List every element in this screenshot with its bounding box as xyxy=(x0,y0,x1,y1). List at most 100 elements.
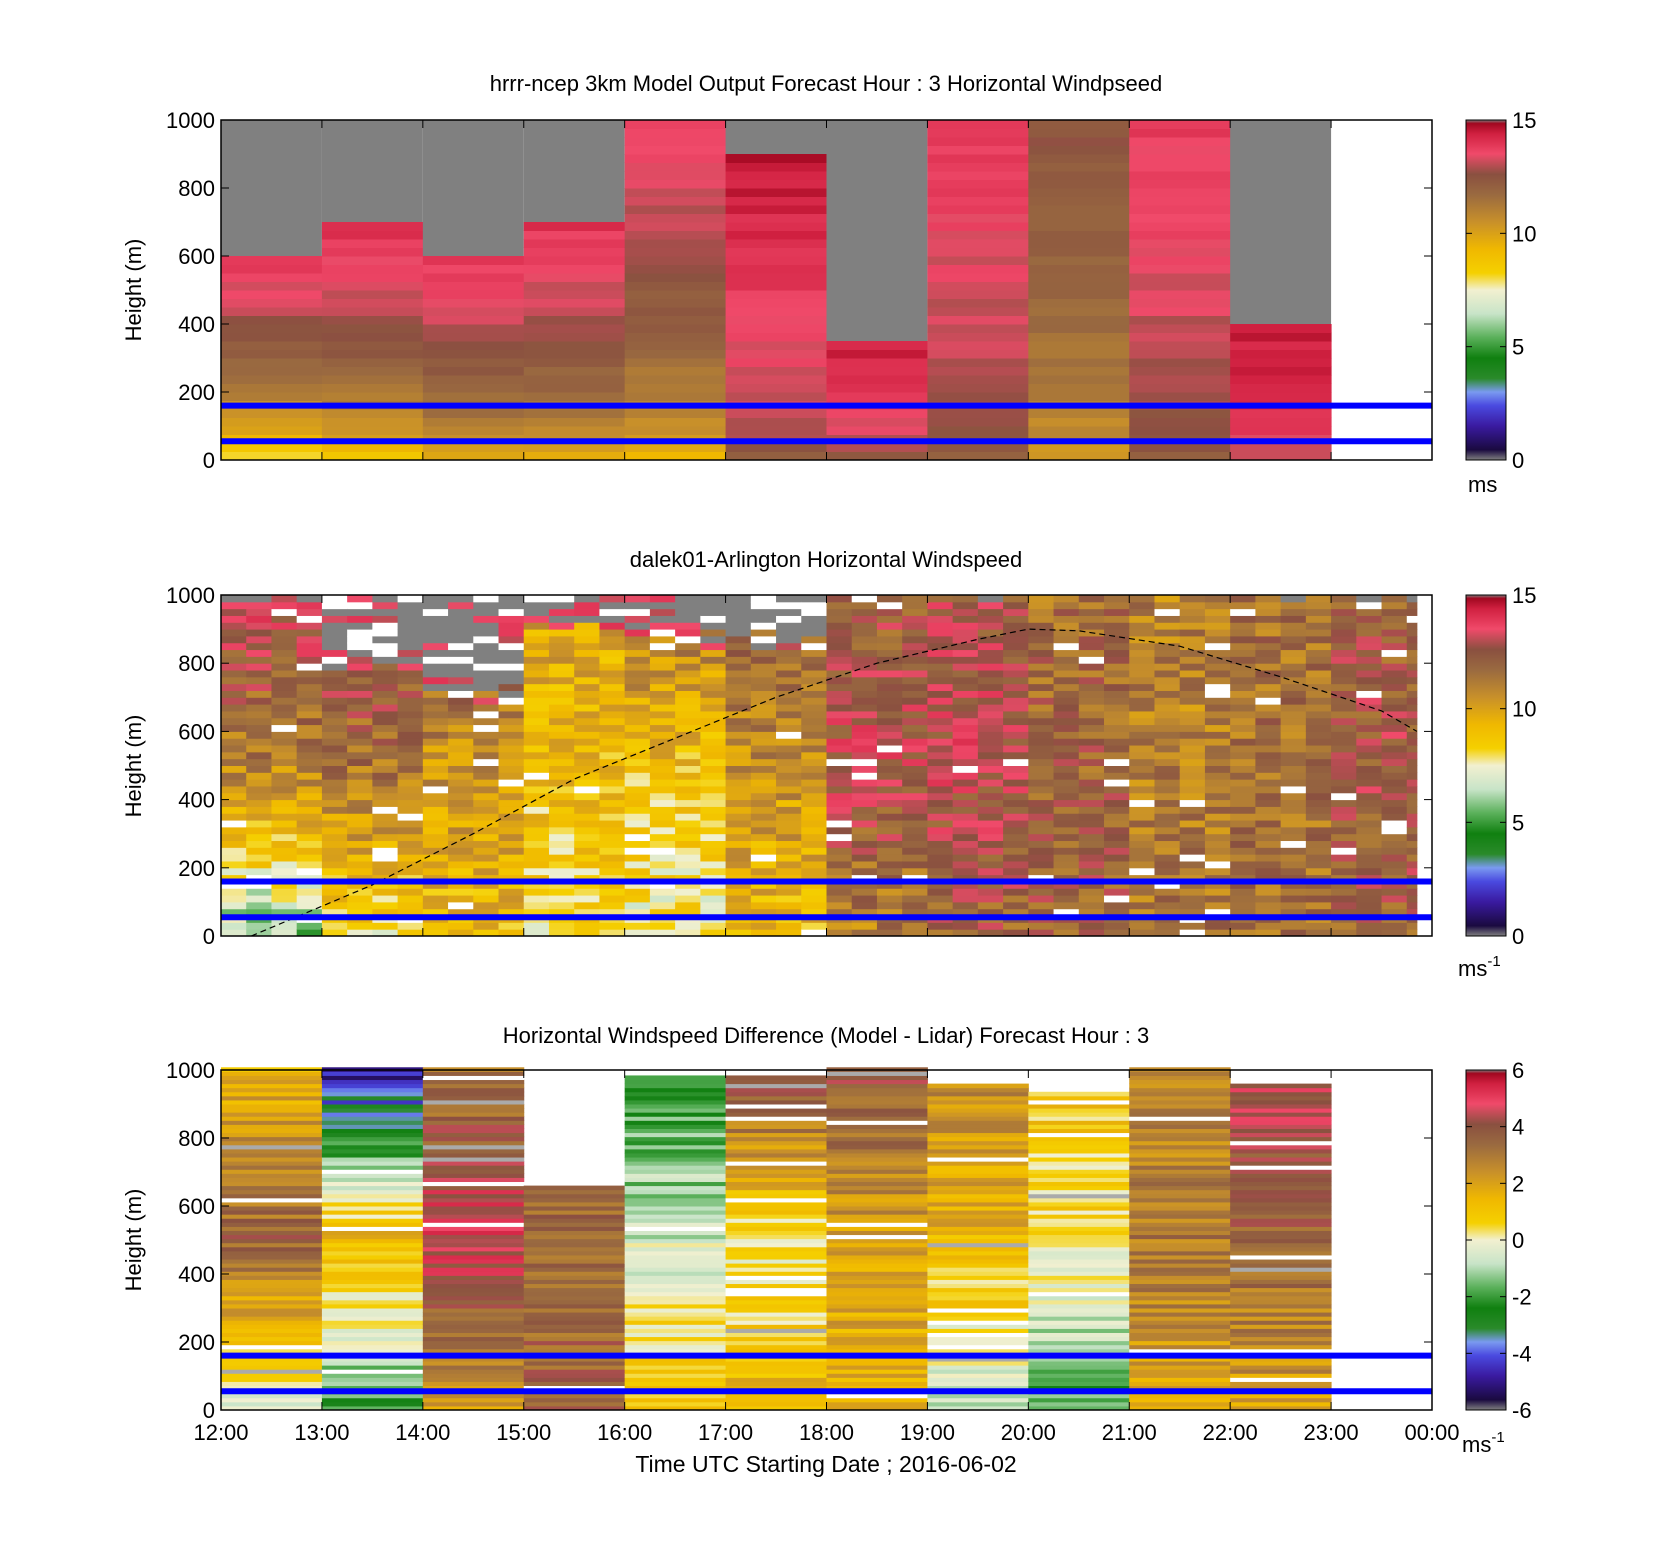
heatmap-cell xyxy=(422,1201,525,1207)
heatmap-cell xyxy=(952,697,979,705)
heatmap-cell xyxy=(1028,676,1055,685)
heatmap-cell xyxy=(599,840,626,848)
heatmap-cell xyxy=(952,813,979,821)
heatmap-cell xyxy=(1305,867,1332,876)
heatmap-cell xyxy=(1331,765,1357,773)
heatmap-cell xyxy=(1406,799,1418,807)
heatmap-cell xyxy=(1305,833,1332,842)
heatmap-cell xyxy=(801,670,827,678)
heatmap-cell xyxy=(1078,792,1105,801)
heatmap-cell xyxy=(271,806,298,814)
heatmap-cell xyxy=(1230,1263,1332,1268)
heatmap-cell xyxy=(296,704,323,712)
heatmap-cell xyxy=(927,1348,1029,1354)
heatmap-cell xyxy=(372,683,399,691)
heatmap-cell xyxy=(952,649,979,657)
heatmap-cell xyxy=(725,929,752,937)
heatmap-cell xyxy=(1230,1144,1332,1150)
heatmap-cell xyxy=(1230,324,1332,333)
heatmap-cell xyxy=(776,779,802,787)
heatmap-cell xyxy=(675,663,701,671)
heatmap-cell xyxy=(624,222,727,231)
heatmap-cell xyxy=(826,854,853,862)
heatmap-cell xyxy=(876,670,903,678)
heatmap-cell xyxy=(1305,731,1332,739)
heatmap-cell xyxy=(801,833,827,842)
heatmap-cell xyxy=(221,710,247,719)
heatmap-cell xyxy=(725,670,752,678)
heatmap-cell xyxy=(1129,642,1155,651)
heatmap-cell xyxy=(624,888,651,896)
heatmap-cell xyxy=(397,724,424,732)
heatmap-cell xyxy=(1028,1381,1130,1387)
nodata-cell xyxy=(1230,120,1332,324)
heatmap-cell xyxy=(1381,888,1408,896)
heatmap-cell xyxy=(271,751,298,760)
heatmap-cell xyxy=(1255,779,1282,787)
heatmap-cell xyxy=(725,779,752,787)
heatmap-cell xyxy=(599,826,626,835)
heatmap-cell xyxy=(1204,615,1231,623)
heatmap-cell xyxy=(448,813,474,821)
heatmap-cell xyxy=(1028,1144,1130,1150)
heatmap-cell xyxy=(321,409,424,418)
heatmap-cell xyxy=(397,738,424,746)
heatmap-cell xyxy=(221,1401,323,1407)
heatmap-cell xyxy=(977,663,1004,671)
heatmap-cell xyxy=(221,656,247,664)
heatmap-cell xyxy=(1154,820,1181,828)
heatmap-cell xyxy=(1230,1185,1332,1191)
heatmap-cell xyxy=(448,704,474,712)
heatmap-cell xyxy=(649,806,676,814)
heatmap-cells xyxy=(221,595,1432,937)
heatmap-cell xyxy=(1280,833,1307,842)
heatmap-cell xyxy=(347,676,373,685)
heatmap-cell xyxy=(372,724,399,732)
heatmap-cell xyxy=(422,1401,525,1407)
heatmap-cell xyxy=(1028,247,1130,257)
heatmap-cell xyxy=(1381,635,1408,644)
heatmap-cell xyxy=(1053,745,1080,753)
heatmap-cell xyxy=(422,874,449,882)
heatmap-cell xyxy=(523,1259,626,1264)
heatmap-cell xyxy=(750,717,777,726)
heatmap-cell xyxy=(1053,656,1080,664)
heatmap-cell xyxy=(347,820,373,828)
heatmap-cell xyxy=(826,1381,928,1387)
heatmap-cell xyxy=(725,1393,827,1399)
heatmap-cell xyxy=(851,785,878,794)
heatmap-cell xyxy=(826,1124,928,1129)
heatmap-cell xyxy=(422,758,449,766)
heatmap-cell xyxy=(1204,840,1231,848)
heatmap-cell xyxy=(422,1246,525,1252)
heatmap-cell xyxy=(1356,656,1383,664)
heatmap-cell xyxy=(221,649,247,657)
heatmap-cell xyxy=(271,595,298,603)
heatmap-cell xyxy=(1053,690,1080,698)
heatmap-cell xyxy=(1381,670,1408,678)
heatmap-cell xyxy=(1028,1287,1130,1293)
heatmap-cell xyxy=(221,1116,323,1121)
heatmap-cell xyxy=(1230,1120,1332,1125)
heatmap-cell xyxy=(422,1136,525,1142)
heatmap-cell xyxy=(1331,731,1357,739)
heatmap-cell xyxy=(221,1254,323,1260)
y-tick-label: 1000 xyxy=(166,1058,215,1083)
heatmap-cell xyxy=(599,595,626,603)
heatmap-cell xyxy=(422,847,449,855)
heatmap-cell xyxy=(321,867,348,876)
heatmap-cell xyxy=(221,779,247,787)
heatmap-cell xyxy=(1204,745,1231,753)
heatmap-cell xyxy=(1356,820,1383,828)
heatmap-cell xyxy=(1280,779,1307,787)
heatmap-cell xyxy=(1028,1320,1130,1325)
heatmap-cell xyxy=(1230,1377,1332,1382)
heatmap-cell xyxy=(1179,601,1206,610)
heatmap-cell xyxy=(675,649,701,657)
heatmap-cell xyxy=(1230,1279,1332,1285)
heatmap-cell xyxy=(649,690,676,698)
heatmap-cell xyxy=(700,690,727,698)
heatmap-cell xyxy=(952,922,979,930)
heatmap-cell xyxy=(574,717,600,726)
heatmap-cell xyxy=(397,670,424,678)
